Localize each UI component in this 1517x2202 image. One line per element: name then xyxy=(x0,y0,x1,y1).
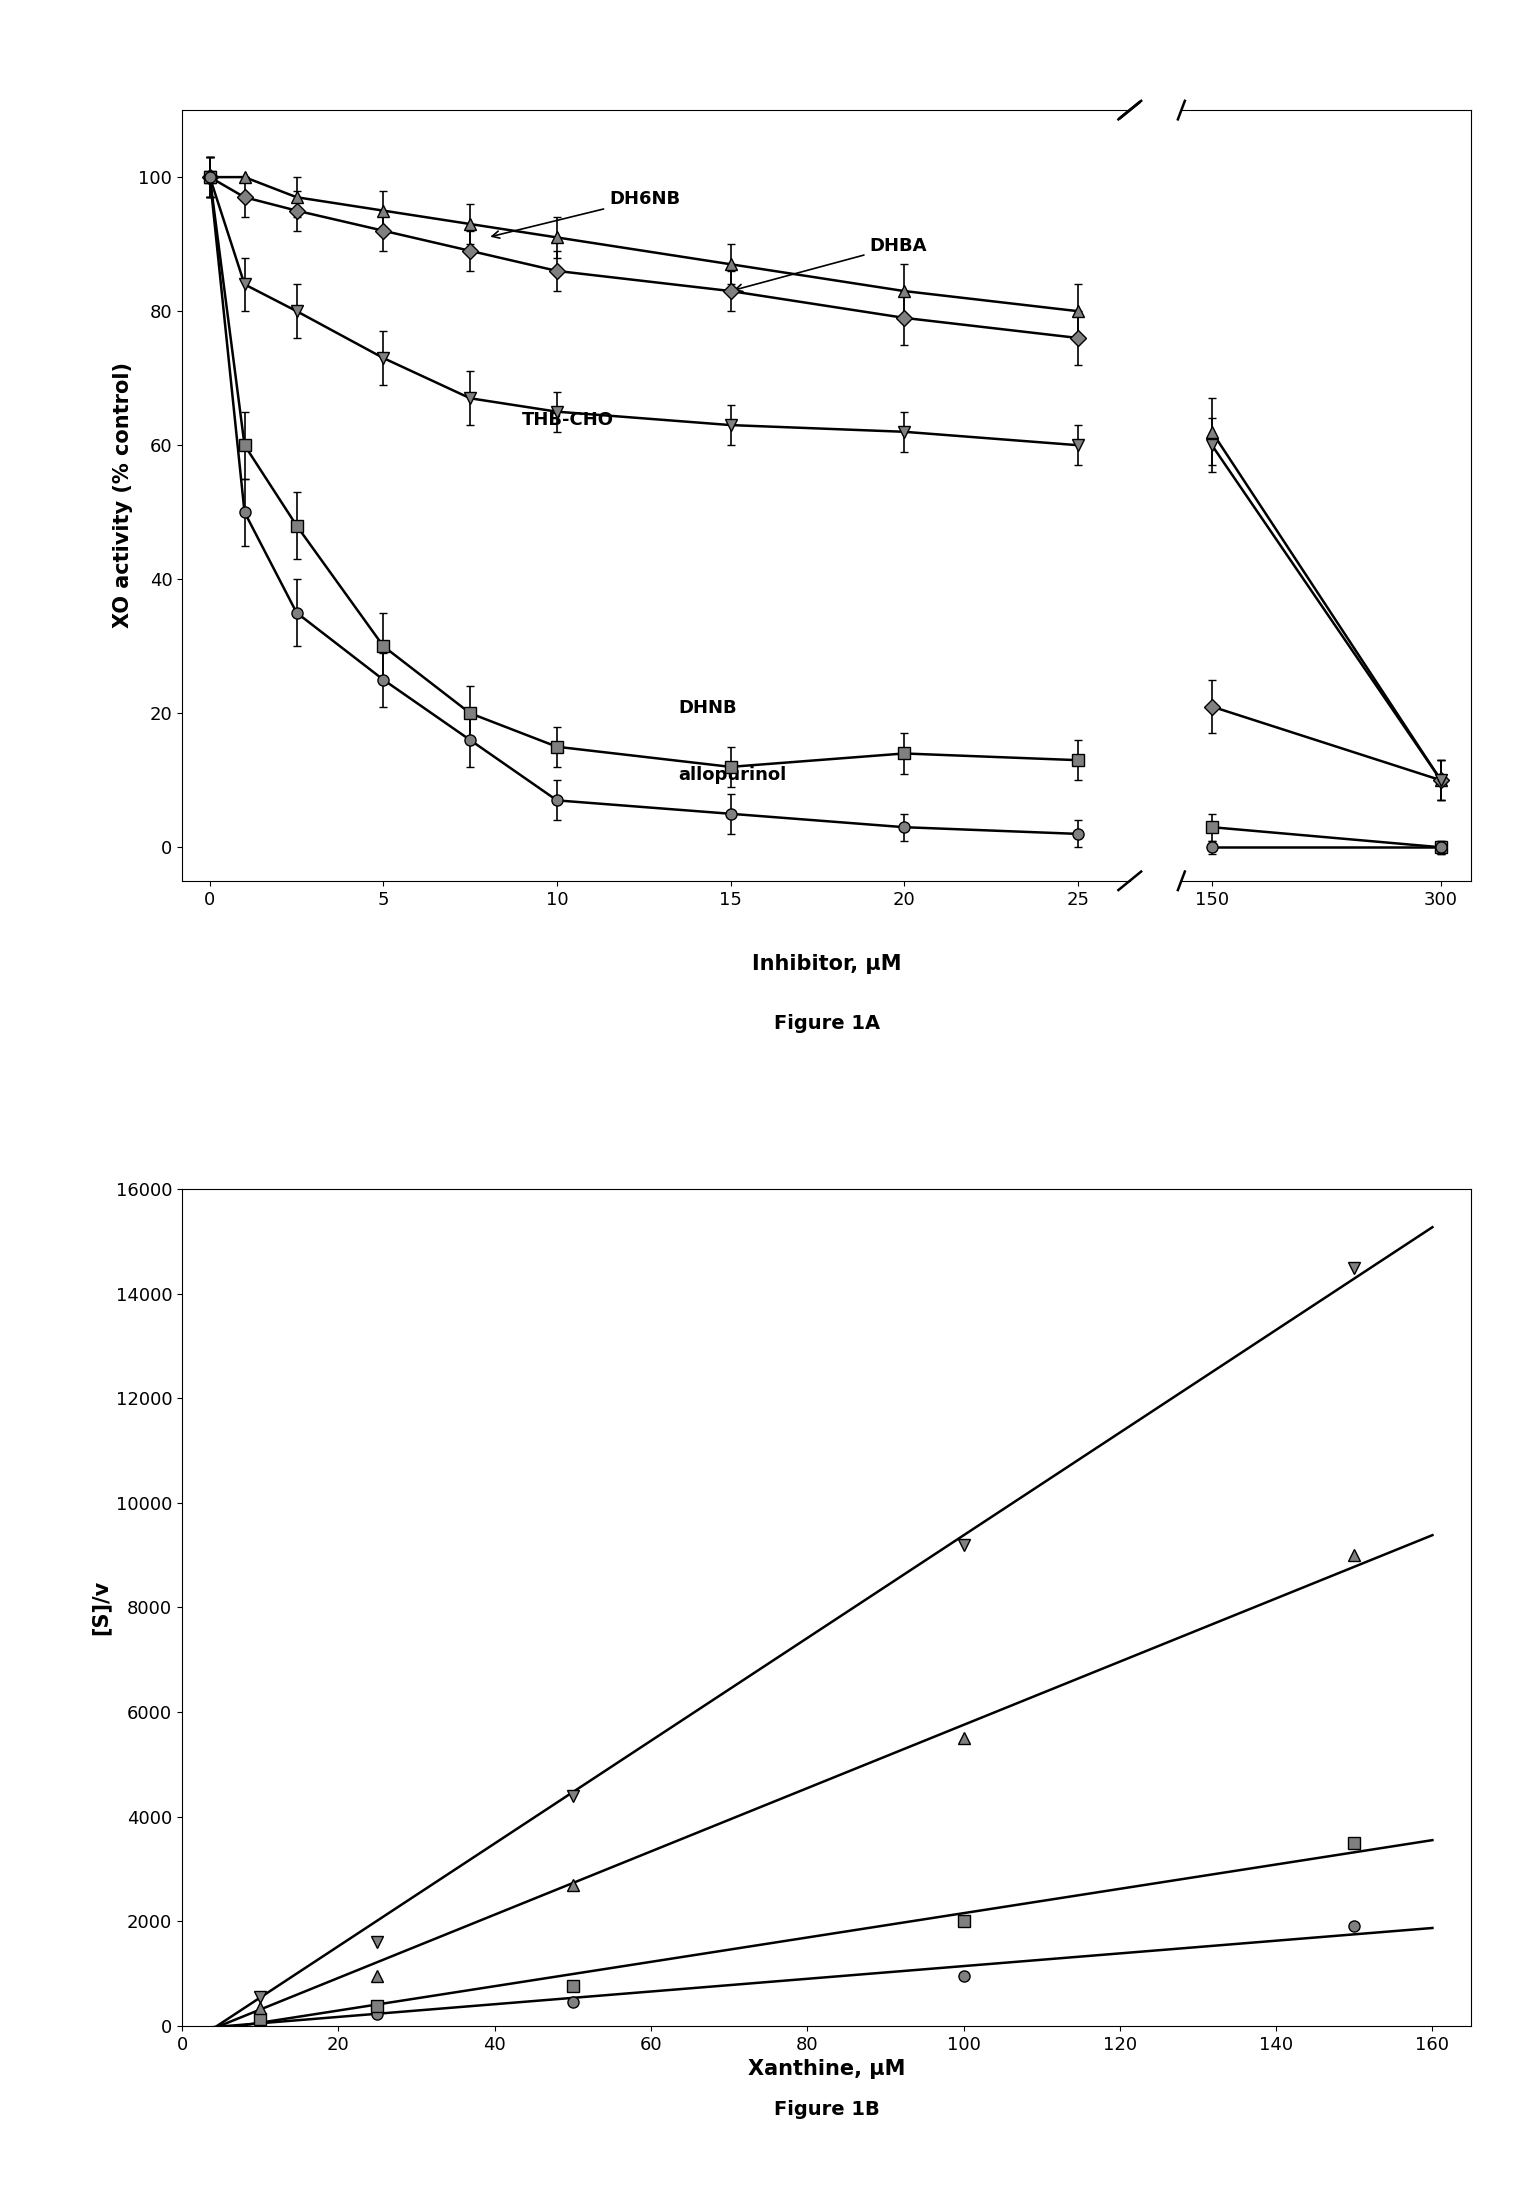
Text: Inhibitor, μM: Inhibitor, μM xyxy=(752,953,901,975)
Text: DH6NB: DH6NB xyxy=(492,189,680,238)
X-axis label: Xanthine, μM: Xanthine, μM xyxy=(748,2059,906,2079)
Text: Figure 1B: Figure 1B xyxy=(774,2101,880,2118)
Text: THB-CHO: THB-CHO xyxy=(522,412,614,429)
Text: DHNB: DHNB xyxy=(678,700,737,718)
Y-axis label: XO activity (% control): XO activity (% control) xyxy=(112,363,133,628)
Text: Figure 1A: Figure 1A xyxy=(774,1015,880,1033)
Y-axis label: [S]/v: [S]/v xyxy=(90,1579,111,1636)
Text: DHBA: DHBA xyxy=(736,238,927,291)
Text: allopurinol: allopurinol xyxy=(678,766,787,784)
